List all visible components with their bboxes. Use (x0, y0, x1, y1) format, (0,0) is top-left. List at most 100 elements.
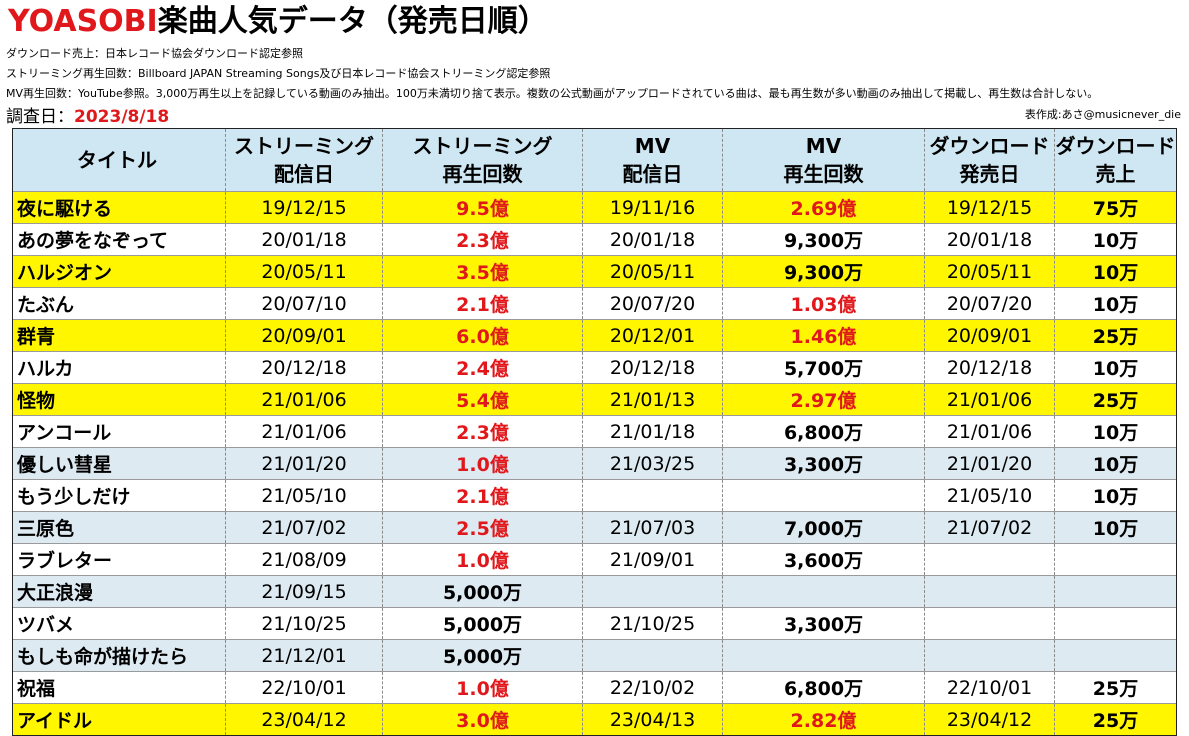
table-row: 群青 20/09/01 6.0億 20/12/01 1.46億 20/09/01 25万 (13, 319, 1176, 351)
header-stream-date: ストリーミング 配信日 (225, 129, 382, 191)
download-release-date-cell (924, 544, 1054, 575)
download-release-date-cell: 20/01/18 (924, 224, 1054, 255)
song-title-cell: 怪物 (17, 390, 56, 412)
song-title-cell: ツバメ (17, 614, 75, 636)
download-sales-cell (1054, 608, 1176, 639)
header-dl-sales-line: 売上 (1095, 162, 1136, 186)
streaming-plays-cell: 9.5億 (382, 192, 582, 223)
header-mv-views-line: MV (805, 134, 842, 158)
mv-views-cell (722, 480, 924, 511)
table-row: 優しい彗星 21/01/20 1.0億 21/03/25 3,300万 21/01/20 1… (13, 447, 1176, 479)
streaming-plays-cell: 1.0億 (382, 448, 582, 479)
download-release-date-cell: 21/01/20 (924, 448, 1054, 479)
table-row: アイドル 23/04/12 3.0億 23/04/13 2.82億 23/04/12 25万 (13, 703, 1176, 735)
song-title-cell: ハルジオン (17, 262, 113, 284)
download-release-date-cell: 19/12/15 (924, 192, 1054, 223)
song-title-cell: たぶん (17, 294, 75, 316)
table-row: 祝福 22/10/01 1.0億 22/10/02 6,800万 22/10/01 25万 (13, 671, 1176, 703)
table-header-row: タイトル ストリーミング 配信日 ストリーミング 再生回数 MV 配信日 MV 再生回数 ダウンロ… (13, 129, 1176, 191)
header-stream-plays-line: ストリーミング (412, 134, 553, 158)
mv-release-date-cell (582, 640, 722, 671)
song-data-table: タイトル ストリーミング 配信日 ストリーミング 再生回数 MV 配信日 MV 再生回数 ダウンロ… (12, 128, 1177, 736)
streaming-release-date-cell: 19/12/15 (225, 192, 382, 223)
streaming-plays-cell: 1.0億 (382, 672, 582, 703)
download-release-date-cell: 20/05/11 (924, 256, 1054, 287)
download-release-date-cell: 20/09/01 (924, 320, 1054, 351)
header-mv-views: MV 再生回数 (722, 129, 924, 191)
download-sales-cell: 10万 (1054, 256, 1176, 287)
download-release-date-cell: 20/12/18 (924, 352, 1054, 383)
table-row: アンコール 21/01/06 2.3億 21/01/18 6,800万 21/01/06 1… (13, 415, 1176, 447)
header-stream-date-line: ストリーミング (234, 134, 374, 158)
streaming-release-date-cell: 21/07/02 (225, 512, 382, 543)
header-title-line: タイトル (77, 148, 157, 172)
song-title-cell: 優しい彗星 (17, 454, 113, 476)
mv-views-cell: 6,800万 (722, 416, 924, 447)
table-row: ツバメ 21/10/25 5,000万 21/10/25 3,300万 (13, 607, 1176, 639)
note-mv: MV再生回数：YouTube参照。3,000万再生以上を記録している動画のみ抽出… (6, 87, 1099, 100)
mv-views-cell: 3,300万 (722, 608, 924, 639)
streaming-release-date-cell: 21/10/25 (225, 608, 382, 639)
streaming-plays-cell: 1.0億 (382, 544, 582, 575)
download-release-date-cell (924, 640, 1054, 671)
mv-views-cell: 9,300万 (722, 224, 924, 255)
mv-views-cell: 7,000万 (722, 512, 924, 543)
streaming-plays-cell: 2.4億 (382, 352, 582, 383)
song-title-cell: アンコール (17, 422, 112, 444)
song-title-cell: 大正浪漫 (17, 582, 94, 604)
survey-label: 調査日： (6, 107, 74, 127)
header-dl-date-line: 発売日 (959, 162, 1020, 186)
streaming-plays-cell: 6.0億 (382, 320, 582, 351)
table-row: あの夢をなぞって 20/01/18 2.3億 20/01/18 9,300万 20/01/… (13, 223, 1176, 255)
download-release-date-cell: 21/05/10 (924, 480, 1054, 511)
mv-views-cell: 1.46億 (722, 320, 924, 351)
download-sales-cell: 25万 (1054, 384, 1176, 415)
mv-views-cell: 9,300万 (722, 256, 924, 287)
mv-release-date-cell: 20/12/01 (582, 320, 722, 351)
download-release-date-cell: 22/10/01 (924, 672, 1054, 703)
mv-release-date-cell: 20/12/18 (582, 352, 722, 383)
download-release-date-cell: 21/01/06 (924, 416, 1054, 447)
streaming-release-date-cell: 21/09/15 (225, 576, 382, 607)
download-release-date-cell: 21/07/02 (924, 512, 1054, 543)
mv-release-date-cell (582, 576, 722, 607)
song-title-cell: もう少しだけ (17, 486, 131, 508)
mv-release-date-cell: 21/07/03 (582, 512, 722, 543)
title-text: 楽曲人気データ（発売日順） (157, 4, 548, 39)
header-dl-date-line: ダウンロード (929, 134, 1050, 158)
table-row: ラブレター 21/08/09 1.0億 21/09/01 3,600万 (13, 543, 1176, 575)
song-title-cell: 祝福 (17, 678, 56, 700)
note-download: ダウンロード売上：日本レコード協会ダウンロード認定参照 (6, 47, 303, 60)
download-release-date-cell (924, 576, 1054, 607)
download-release-date-cell: 21/01/06 (924, 384, 1054, 415)
title-brand: YOASOBI (8, 4, 158, 39)
mv-release-date-cell: 21/01/13 (582, 384, 722, 415)
header-mv-date: MV 配信日 (582, 129, 722, 191)
download-sales-cell: 10万 (1054, 512, 1176, 543)
mv-release-date-cell: 20/07/20 (582, 288, 722, 319)
streaming-plays-cell: 2.3億 (382, 416, 582, 447)
mv-views-cell: 5,700万 (722, 352, 924, 383)
header-mv-date-line: 配信日 (622, 162, 683, 186)
download-sales-cell: 75万 (1054, 192, 1176, 223)
table-row: もう少しだけ 21/05/10 2.1億 21/05/10 10万 (13, 479, 1176, 511)
mv-release-date-cell: 20/05/11 (582, 256, 722, 287)
download-sales-cell: 10万 (1054, 288, 1176, 319)
mv-views-cell: 6,800万 (722, 672, 924, 703)
song-title-cell: ハルカ (17, 358, 74, 380)
streaming-plays-cell: 5,000万 (382, 608, 582, 639)
author-credit: 表作成:あさ@musicnever_die (1024, 108, 1181, 121)
mv-views-cell: 3,600万 (722, 544, 924, 575)
mv-release-date-cell: 21/01/18 (582, 416, 722, 447)
table-row: もしも命が描けたら 21/12/01 5,000万 (13, 639, 1176, 671)
header-dl-date: ダウンロード 発売日 (924, 129, 1054, 191)
mv-release-date-cell: 21/03/25 (582, 448, 722, 479)
mv-release-date-cell: 22/10/02 (582, 672, 722, 703)
note-streaming: ストリーミング再生回数：Billboard JAPAN Streaming So… (6, 67, 551, 80)
song-title-cell: 夜に駆ける (17, 198, 113, 220)
mv-release-date-cell: 20/01/18 (582, 224, 722, 255)
survey-date-line: 調査日：2023/8/18 (6, 106, 169, 128)
mv-views-cell: 2.97億 (722, 384, 924, 415)
table-row: 大正浪漫 21/09/15 5,000万 (13, 575, 1176, 607)
streaming-plays-cell: 2.3億 (382, 224, 582, 255)
